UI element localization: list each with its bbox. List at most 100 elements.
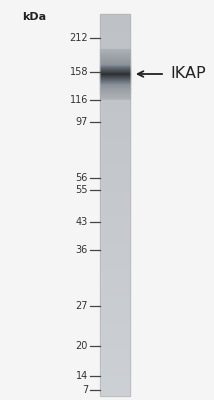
Bar: [100, 19, 130, 20]
Bar: [100, 256, 130, 258]
Text: 14: 14: [76, 371, 88, 381]
Bar: [100, 347, 130, 348]
Bar: [100, 148, 130, 149]
Bar: [100, 134, 130, 135]
Bar: [100, 182, 130, 183]
Bar: [100, 391, 130, 392]
Bar: [100, 258, 130, 260]
Text: kDa: kDa: [22, 12, 46, 22]
Bar: [100, 40, 130, 41]
Bar: [100, 209, 130, 210]
Bar: [100, 137, 130, 138]
Bar: [100, 85, 130, 86]
Bar: [100, 269, 130, 270]
Bar: [100, 367, 130, 368]
Bar: [100, 93, 130, 94]
Bar: [100, 390, 130, 391]
Bar: [100, 140, 130, 141]
Text: 55: 55: [76, 185, 88, 195]
Bar: [100, 239, 130, 240]
Bar: [100, 213, 130, 214]
Bar: [100, 92, 130, 93]
Bar: [100, 169, 130, 170]
Bar: [100, 166, 130, 167]
Bar: [100, 154, 130, 155]
Bar: [100, 81, 130, 82]
Bar: [100, 49, 130, 50]
Bar: [100, 163, 130, 164]
Bar: [100, 39, 130, 40]
Bar: [100, 354, 130, 355]
Bar: [100, 360, 130, 361]
Bar: [100, 187, 130, 188]
Bar: [100, 232, 130, 233]
Bar: [100, 204, 130, 205]
Bar: [100, 350, 130, 351]
Bar: [100, 16, 130, 17]
Bar: [100, 235, 130, 236]
Bar: [100, 272, 130, 273]
Bar: [100, 340, 130, 341]
Bar: [100, 102, 130, 103]
Bar: [100, 162, 130, 163]
Bar: [100, 130, 130, 132]
Bar: [100, 80, 130, 81]
Bar: [100, 243, 130, 244]
Bar: [100, 185, 130, 186]
Bar: [100, 294, 130, 295]
Bar: [100, 44, 130, 46]
Bar: [100, 192, 130, 193]
Bar: [100, 36, 130, 37]
Bar: [100, 84, 130, 85]
Bar: [100, 61, 130, 62]
Bar: [100, 190, 130, 191]
Bar: [100, 315, 130, 316]
Bar: [100, 205, 130, 206]
Bar: [100, 275, 130, 276]
Text: 7: 7: [82, 385, 88, 395]
Bar: [100, 290, 130, 291]
Bar: [100, 88, 130, 90]
Bar: [100, 150, 130, 152]
Bar: [100, 91, 130, 92]
Bar: [100, 342, 130, 344]
Bar: [100, 326, 130, 327]
Bar: [100, 282, 130, 283]
Bar: [100, 212, 130, 213]
Bar: [100, 104, 130, 105]
Bar: [100, 160, 130, 161]
Bar: [100, 119, 130, 120]
Bar: [100, 266, 130, 267]
Bar: [100, 176, 130, 177]
Bar: [100, 310, 130, 311]
Bar: [100, 105, 130, 106]
Bar: [100, 20, 130, 21]
Bar: [100, 95, 130, 96]
Bar: [100, 156, 130, 157]
Bar: [100, 300, 130, 302]
Bar: [100, 51, 130, 52]
Bar: [100, 132, 130, 133]
Bar: [100, 64, 130, 65]
Bar: [100, 325, 130, 326]
Bar: [100, 178, 130, 179]
Bar: [100, 341, 130, 342]
Bar: [100, 230, 130, 231]
Bar: [100, 291, 130, 292]
Bar: [100, 128, 130, 129]
Bar: [100, 175, 130, 176]
Bar: [100, 371, 130, 372]
Bar: [100, 171, 130, 172]
Bar: [100, 168, 130, 169]
Bar: [100, 118, 130, 119]
Bar: [100, 112, 130, 113]
Bar: [100, 322, 130, 324]
Bar: [100, 293, 130, 294]
Bar: [100, 65, 130, 66]
Bar: [100, 320, 130, 322]
Bar: [100, 155, 130, 156]
Bar: [100, 41, 130, 42]
Bar: [100, 392, 130, 393]
Bar: [100, 345, 130, 346]
Text: 97: 97: [76, 117, 88, 127]
